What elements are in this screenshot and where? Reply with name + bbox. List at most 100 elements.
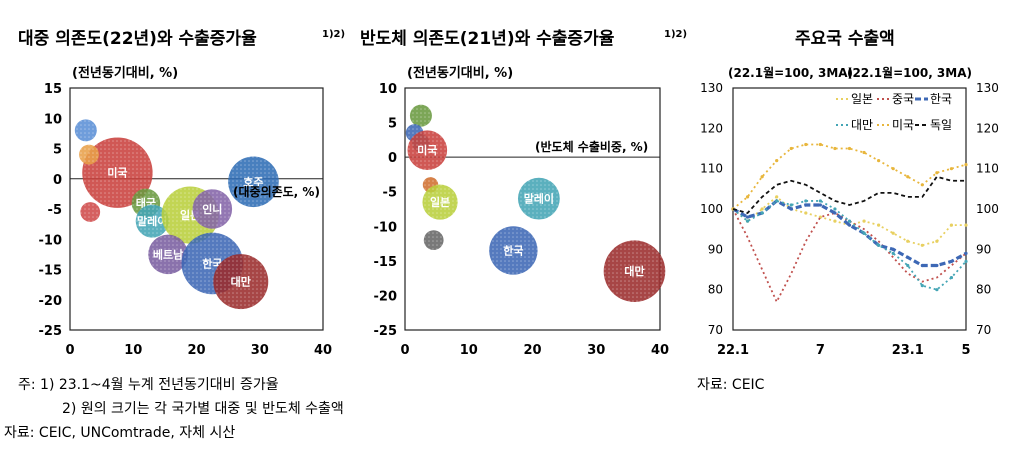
chart3-point bbox=[949, 275, 954, 280]
chart3-point bbox=[847, 223, 852, 227]
chart1-bubble bbox=[80, 202, 101, 222]
chart2-title-superscript: 1)2) bbox=[664, 29, 687, 40]
chart2-bubble-label: 말레이 bbox=[524, 192, 554, 206]
chart2-bubble-일본 bbox=[422, 184, 458, 220]
chart3-point bbox=[833, 207, 837, 211]
chart1-bubble-label: 호주 bbox=[243, 175, 263, 189]
chart1-xtick-label: 10 bbox=[124, 343, 142, 358]
chart3-point bbox=[847, 219, 852, 223]
chart3-point bbox=[935, 171, 939, 175]
chart3-ytick-right: 70 bbox=[976, 323, 991, 337]
chart3-series-line-중국 bbox=[732, 208, 967, 304]
chart1-xtick-label: 20 bbox=[187, 343, 205, 358]
chart2-xlabel: (반도체 수출비중, %) bbox=[535, 139, 648, 154]
chart3-point bbox=[804, 203, 808, 207]
chart3-point bbox=[775, 159, 779, 163]
chart1-ytick-label: 0 bbox=[53, 173, 62, 188]
chart3-point bbox=[775, 199, 779, 203]
chart1-ytick-label: 10 bbox=[44, 112, 62, 127]
chart3-point bbox=[862, 219, 866, 223]
chart3-point bbox=[964, 259, 968, 264]
chart3-point bbox=[964, 163, 968, 167]
chart3-point bbox=[833, 219, 837, 223]
chart1-bubble-베트남 bbox=[148, 234, 188, 275]
chart3-point bbox=[906, 175, 910, 179]
note-1: 주: 1) 23.1~4월 누계 전년동기대비 증가율 bbox=[18, 377, 279, 393]
chart1-plot-frame bbox=[69, 87, 324, 331]
source-3: 자료: CEIC bbox=[697, 377, 765, 393]
chart3-point bbox=[891, 231, 895, 235]
chart3-series-line-대만 bbox=[732, 199, 967, 291]
chart1-bubble-대만 bbox=[213, 254, 269, 310]
chart3-point bbox=[745, 215, 750, 219]
chart3-point bbox=[760, 207, 764, 211]
chart2-ytick-label: -25 bbox=[374, 324, 398, 339]
chart1-title-superscript: 1)2) bbox=[322, 29, 345, 40]
chart3-title: 주요국 수출액 bbox=[795, 29, 895, 49]
chart3-ytick-right: 90 bbox=[976, 242, 991, 256]
chart3-point bbox=[964, 223, 968, 227]
chart3-series-line-한국 bbox=[732, 199, 967, 268]
chart2-ytick-label: -20 bbox=[374, 289, 398, 304]
chart2-xtick-label: 30 bbox=[587, 343, 605, 358]
chart3-ytick-right: 130 bbox=[976, 81, 999, 95]
chart2-ytick-label: 10 bbox=[379, 82, 397, 97]
chart3-point bbox=[775, 195, 779, 199]
note-2: 2) 원의 크기는 각 국가별 대중 및 반도체 수출액 bbox=[62, 401, 344, 417]
chart1-xtick-label: 30 bbox=[251, 343, 269, 358]
chart3-series-line-미국 bbox=[732, 143, 967, 210]
chart1-bubble-label: 대만 bbox=[231, 275, 251, 289]
chart3-ylabel-left: (22.1월=100, 3MA) bbox=[728, 65, 853, 80]
chart3-point bbox=[818, 203, 822, 207]
chart3-point bbox=[847, 146, 852, 151]
chart2-xtick-label: 20 bbox=[523, 343, 541, 358]
chart3-point bbox=[745, 195, 750, 199]
chart3-point bbox=[935, 263, 939, 268]
chart1-bubble-label: 말레이 bbox=[137, 214, 167, 228]
chart3-legend-label: 일본 bbox=[851, 92, 873, 106]
chart2-ytick-label: -5 bbox=[383, 186, 397, 201]
chart3-ytick-right: 110 bbox=[976, 162, 999, 176]
chart3-ytick-right: 100 bbox=[976, 202, 999, 216]
chart2-xtick-label: 10 bbox=[460, 343, 478, 358]
chart2-bubble-말레이 bbox=[517, 177, 560, 220]
chart2-bubble bbox=[423, 230, 444, 251]
chart3-point bbox=[760, 175, 764, 179]
chart3-legend-label: 한국 bbox=[930, 92, 952, 106]
chart1-xtick-label: 0 bbox=[65, 343, 74, 358]
chart3-point bbox=[804, 199, 808, 203]
chart1-bubble-label: 인니 bbox=[202, 202, 222, 216]
chart3-point bbox=[920, 243, 924, 247]
chart1-bubble bbox=[79, 144, 99, 165]
chart3-point bbox=[760, 211, 764, 215]
chart3-point bbox=[920, 284, 924, 288]
chart3-ytick-right: 120 bbox=[976, 121, 999, 135]
chart3-xtick-label: 5 bbox=[961, 343, 970, 358]
chart1-xtick-label: 40 bbox=[314, 343, 332, 358]
chart1-ytick-label: 15 bbox=[44, 82, 62, 97]
chart3-ytick-left: 120 bbox=[700, 121, 723, 135]
chart3-xtick-label: 23.1 bbox=[892, 343, 924, 358]
chart3-series-line-독일 bbox=[732, 175, 966, 215]
chart1-bubble-인니 bbox=[192, 189, 233, 229]
chart3-xtick-label: 7 bbox=[816, 343, 825, 358]
chart3-point bbox=[745, 219, 750, 223]
chart3-point bbox=[949, 167, 954, 171]
chart3-ytick-left: 80 bbox=[708, 283, 723, 297]
chart3-legend-label: 중국 bbox=[892, 92, 914, 106]
chart2-bubble bbox=[409, 104, 432, 127]
chart2-xtick-label: 0 bbox=[400, 343, 409, 358]
chart3-point bbox=[818, 142, 822, 147]
chart3-point bbox=[818, 199, 822, 203]
chart1-bubble-label: 한국 bbox=[202, 256, 222, 270]
chart2-bubble-label: 대만 bbox=[624, 264, 644, 278]
chart3-point bbox=[935, 288, 939, 292]
chart2-bubble-label: 일본 bbox=[430, 195, 450, 209]
chart1-bubble-호주 bbox=[228, 156, 279, 208]
chart3-point bbox=[935, 239, 939, 243]
chart3-point bbox=[949, 259, 954, 264]
chart2-ylabel: (전년동기대비, %) bbox=[407, 65, 513, 81]
chart1-bubble-말레이 bbox=[135, 204, 169, 238]
chart1-ytick-label: -20 bbox=[39, 294, 63, 309]
